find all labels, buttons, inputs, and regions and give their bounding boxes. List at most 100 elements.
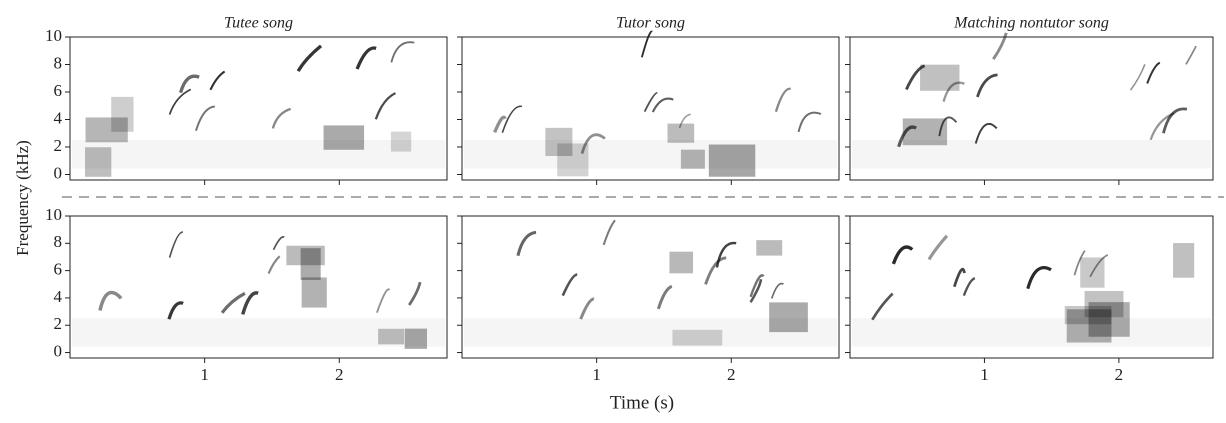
trace <box>168 88 192 115</box>
noise-band <box>464 318 837 347</box>
noise-block <box>545 127 573 157</box>
plot-frame <box>849 215 1214 359</box>
y-tick-label: 6 <box>54 81 63 100</box>
spectrogram-image <box>464 30 837 177</box>
trace <box>1129 64 1146 91</box>
trace <box>651 97 674 113</box>
trace <box>643 92 658 113</box>
noise-block <box>378 328 405 345</box>
noise-block <box>1064 306 1112 325</box>
noise-block <box>301 277 327 308</box>
noise-block <box>672 329 723 346</box>
trace <box>390 41 415 63</box>
trace <box>374 92 397 120</box>
trace <box>1162 107 1188 134</box>
x-tick-label: 2 <box>335 365 344 384</box>
noise-block <box>667 123 695 143</box>
noise-band <box>852 318 1211 347</box>
trace <box>938 116 958 137</box>
noise-band <box>464 139 837 169</box>
trace <box>376 288 391 313</box>
trace <box>953 267 966 288</box>
noise-block <box>708 144 756 177</box>
y-tick-label: 10 <box>45 26 62 45</box>
y-tick-label: 6 <box>54 260 63 279</box>
trace <box>897 125 917 148</box>
trace <box>1073 250 1086 276</box>
noise-block <box>756 240 783 256</box>
y-tick-label: 0 <box>54 341 63 360</box>
noise-block <box>1080 257 1105 288</box>
plot-frame <box>461 36 840 181</box>
trace <box>516 230 537 257</box>
noise-block <box>85 147 112 177</box>
trace <box>715 241 737 268</box>
noise-block <box>1088 302 1130 337</box>
trace <box>501 105 523 133</box>
trace <box>1089 254 1109 278</box>
noise-block <box>557 143 589 177</box>
trace <box>891 245 914 265</box>
noise-block <box>920 64 960 91</box>
trace <box>656 284 673 310</box>
y-tick-label: 0 <box>54 163 63 182</box>
trace <box>871 292 894 321</box>
x-axis-label: Time (s) <box>610 392 674 413</box>
trace <box>962 276 976 297</box>
panel-title: Matching nontutor song <box>953 15 1109 32</box>
x-tick-label: 1 <box>200 365 209 384</box>
trace <box>942 81 965 103</box>
trace <box>241 291 259 315</box>
plot-frame <box>461 215 840 359</box>
noise-block <box>1066 309 1112 343</box>
trace <box>178 74 200 94</box>
plot-frame <box>849 36 1214 181</box>
trace <box>974 122 998 144</box>
noise-block <box>1084 291 1124 318</box>
trace <box>774 87 791 113</box>
noise-block <box>1173 243 1195 278</box>
noise-band <box>72 139 445 169</box>
trace <box>602 219 616 246</box>
y-tick-label: 2 <box>54 314 63 333</box>
trace <box>267 255 281 274</box>
trace <box>749 279 763 303</box>
trace <box>408 281 422 306</box>
trace <box>905 64 926 91</box>
noise-block <box>286 245 325 266</box>
trace <box>580 133 606 154</box>
noise-block <box>300 248 321 280</box>
trace <box>209 70 226 91</box>
plot-frame <box>69 36 448 181</box>
noise-block <box>323 125 365 150</box>
noise-block <box>769 302 808 333</box>
spectrogram-image <box>72 41 445 177</box>
trace <box>797 111 822 133</box>
trace <box>272 236 285 251</box>
trace <box>749 274 765 298</box>
trace <box>195 105 216 131</box>
x-tick-label: 1 <box>980 365 989 384</box>
y-axis-label: Frequency (kHz) <box>13 140 32 256</box>
trace <box>1146 61 1161 84</box>
trace <box>355 46 377 70</box>
trace <box>1185 45 1197 65</box>
trace <box>704 256 727 285</box>
spectrogram-image <box>852 234 1211 347</box>
trace <box>220 291 246 314</box>
trace <box>927 234 949 261</box>
y-tick-label: 4 <box>54 108 63 127</box>
spectrogram-image <box>852 32 1211 169</box>
trace <box>296 44 323 72</box>
trace <box>579 297 595 320</box>
trace <box>976 73 998 98</box>
noise-block <box>390 131 412 152</box>
plot-frame <box>69 215 448 359</box>
panel-title: Tutor song <box>616 15 685 32</box>
trace <box>493 115 507 134</box>
trace <box>770 282 784 299</box>
trace <box>640 30 653 58</box>
noise-band <box>852 139 1211 169</box>
x-tick-label: 2 <box>1115 365 1124 384</box>
noise-block <box>404 328 428 349</box>
